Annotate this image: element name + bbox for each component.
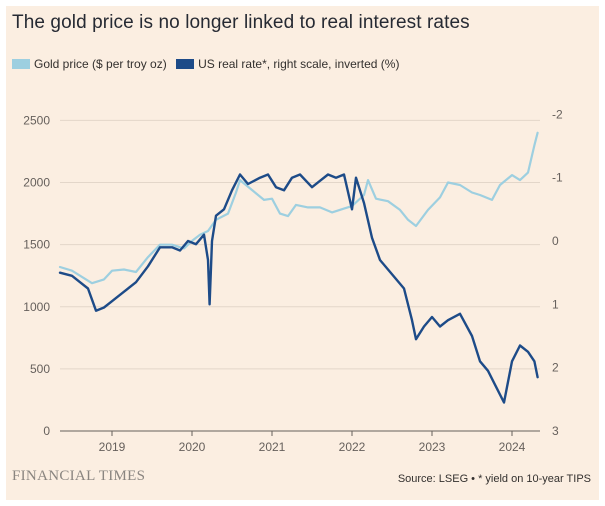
- legend-swatch-gold: [12, 59, 30, 69]
- series-line-us-real-rate: [58, 173, 539, 404]
- y-left-tick-label: 1500: [23, 238, 50, 252]
- y-left-tick-label: 0: [43, 424, 50, 438]
- chart-title: The gold price is no longer linked to re…: [12, 12, 470, 33]
- x-tick-label: 2024: [499, 440, 526, 454]
- x-tick-label: 2022: [339, 440, 366, 454]
- y-left-tick-label: 500: [30, 362, 50, 376]
- legend-label-gold: Gold price ($ per troy oz): [34, 57, 167, 71]
- chart-card: [6, 6, 599, 500]
- series-line-gold-price: [58, 131, 539, 285]
- x-tick-label: 2019: [99, 440, 126, 454]
- legend-item-real-rate: US real rate*, right scale, inverted (%): [176, 57, 399, 71]
- legend-label-real-rate: US real rate*, right scale, inverted (%): [198, 57, 400, 71]
- y-right-tick-label: 0: [552, 234, 559, 248]
- ft-logo-text: FINANCIAL TIMES: [12, 468, 146, 484]
- y-right-tick-label: 1: [552, 297, 559, 311]
- y-right-tick-label: 2: [552, 361, 559, 375]
- y-right-tick-label: -2: [552, 107, 563, 121]
- x-tick-label: 2020: [179, 440, 206, 454]
- chart-legend: Gold price ($ per troy oz) US real rate*…: [12, 57, 405, 72]
- source-note: Source: LSEG • * yield on 10-year TIPS: [397, 473, 591, 485]
- y-left-tick-label: 1000: [23, 300, 50, 314]
- legend-swatch-real-rate: [176, 59, 195, 69]
- x-tick-label: 2023: [419, 440, 446, 454]
- x-tick-label: 2021: [259, 440, 286, 454]
- y-right-tick-label: -1: [552, 171, 563, 185]
- y-right-tick-label: 3: [552, 424, 559, 438]
- legend-item-gold: Gold price ($ per troy oz): [12, 57, 167, 71]
- y-left-tick-label: 2000: [23, 176, 50, 190]
- y-left-tick-label: 2500: [23, 113, 50, 127]
